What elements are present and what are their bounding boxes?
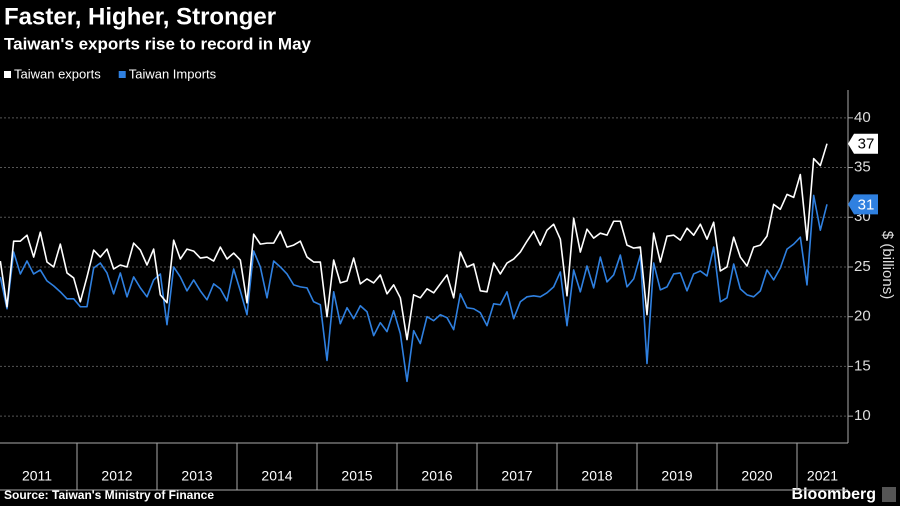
x-tick-label: 2018 [581,468,612,484]
end-label-box [848,194,878,215]
end-label: 37 [858,136,875,153]
x-tick-label: 2014 [261,468,292,484]
y-tick-label: 35 [854,159,871,176]
y-tick-label: 40 [854,109,871,126]
end-label: 31 [858,196,875,213]
legend-swatch [4,71,11,78]
y-tick-label: 25 [854,258,871,275]
x-tick-label: 2011 [22,468,52,484]
chart-title: Faster, Higher, Stronger [4,3,276,30]
end-label-box [848,133,878,154]
y-axis-label: $ (billions) [879,231,896,299]
x-tick-label: 2020 [741,468,772,484]
legend-swatch [118,71,126,78]
brand-icon [882,487,896,502]
x-tick-label: 2021 [807,468,838,484]
series-line [0,143,828,341]
x-tick-label: 2012 [101,468,132,484]
y-tick-label: 10 [854,407,871,424]
x-tick-label: 2013 [181,468,212,484]
x-tick-label: 2016 [421,468,452,484]
x-tick-label: 2017 [501,468,532,484]
x-tick-label: 2015 [341,468,372,484]
source: Source: Taiwan's Ministry of Finance [4,488,214,502]
brand: Bloomberg [792,486,876,503]
x-tick-label: 2019 [661,468,692,484]
y-tick-label: 15 [854,357,871,374]
legend-label: Taiwan Imports [129,66,217,81]
series-line [0,194,828,383]
chart-subtitle: Taiwan's exports rise to record in May [4,34,312,53]
y-tick-label: 20 [854,308,871,325]
legend-label: Taiwan exports [14,66,101,81]
